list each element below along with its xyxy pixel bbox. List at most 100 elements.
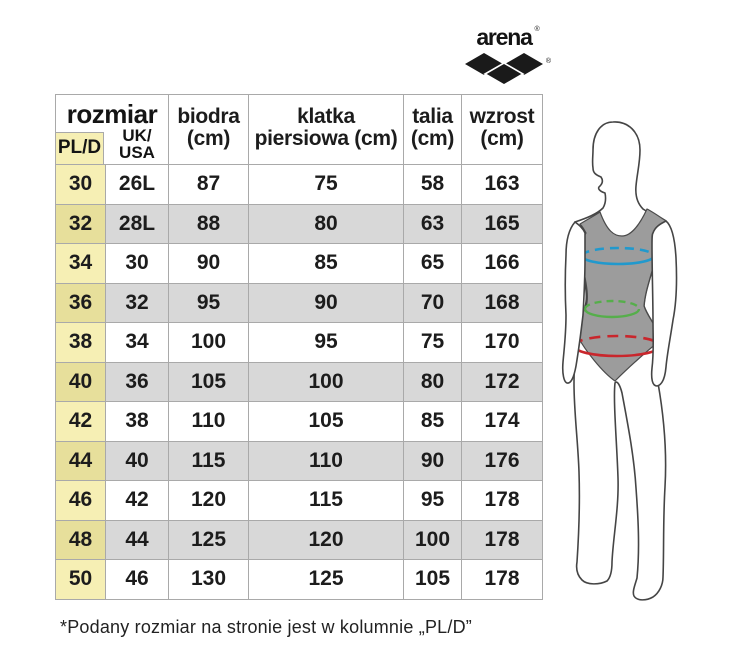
pl-d-label: PL/D [56, 131, 104, 164]
cell-pl-d: 44 [55, 440, 106, 481]
table-row: 44 40 115 110 90 176 [55, 440, 543, 481]
cell-pl-d: 46 [55, 480, 106, 521]
cell-pl-d: 32 [55, 203, 106, 244]
cell-uk-usa: 28L [105, 203, 169, 244]
cell-klatka-piersiowa-cm: 75 [248, 164, 404, 205]
cell-pl-d: 30 [55, 164, 106, 205]
cell-wzrost-cm: 176 [461, 440, 543, 481]
cell-talia-cm: 100 [403, 519, 462, 560]
size-table: rozmiar PL/D UK/ USA biodra (cm) [55, 94, 543, 600]
header-wzrost: wzrost (cm) [461, 94, 543, 165]
cell-wzrost-cm: 178 [461, 559, 543, 600]
table-row: 48 44 125 120 100 178 [55, 519, 543, 560]
arena-wordmark: arena [476, 24, 533, 50]
cell-uk-usa: 42 [105, 480, 169, 521]
cell-talia-cm: 85 [403, 401, 462, 442]
cell-wzrost-cm: 168 [461, 282, 543, 323]
cell-biodra-cm: 120 [168, 480, 249, 521]
cell-uk-usa: 32 [105, 282, 169, 323]
cell-klatka-piersiowa-cm: 95 [248, 322, 404, 363]
cell-uk-usa: 34 [105, 322, 169, 363]
cell-biodra-cm: 95 [168, 282, 249, 323]
cell-pl-d: 38 [55, 322, 106, 363]
cell-pl-d: 34 [55, 243, 106, 284]
left-arm-outline [561, 221, 586, 384]
table-row: 32 28L 88 80 63 165 [55, 203, 543, 244]
cell-klatka-piersiowa-cm: 120 [248, 519, 404, 560]
cell-klatka-piersiowa-cm: 105 [248, 401, 404, 442]
cell-talia-cm: 105 [403, 559, 462, 600]
cell-klatka-piersiowa-cm: 80 [248, 203, 404, 244]
header-talia: talia (cm) [403, 94, 462, 165]
body-measurement-figure [548, 96, 754, 641]
cell-uk-usa: 40 [105, 440, 169, 481]
table-row: 40 36 105 100 80 172 [55, 361, 543, 402]
cell-uk-usa: 44 [105, 519, 169, 560]
header-biodra: biodra (cm) [168, 94, 249, 165]
cell-biodra-cm: 125 [168, 519, 249, 560]
cell-klatka-piersiowa-cm: 90 [248, 282, 404, 323]
cell-pl-d: 40 [55, 361, 106, 402]
footnote: *Podany rozmiar na stronie jest w kolumn… [60, 617, 472, 637]
cell-biodra-cm: 115 [168, 440, 249, 481]
cell-wzrost-cm: 165 [461, 203, 543, 244]
cell-biodra-cm: 110 [168, 401, 249, 442]
table-row: 38 34 100 95 75 170 [55, 322, 543, 363]
table-row: 46 42 120 115 95 178 [55, 480, 543, 521]
cell-klatka-piersiowa-cm: 125 [248, 559, 404, 600]
cell-klatka-piersiowa-cm: 115 [248, 480, 404, 521]
cell-talia-cm: 90 [403, 440, 462, 481]
cell-wzrost-cm: 174 [461, 401, 543, 442]
cell-biodra-cm: 105 [168, 361, 249, 402]
cell-klatka-piersiowa-cm: 100 [248, 361, 404, 402]
cell-talia-cm: 65 [403, 243, 462, 284]
cell-pl-d: 42 [55, 401, 106, 442]
table-row: 50 46 130 125 105 178 [55, 559, 543, 600]
rozmiar-label: rozmiar [66, 99, 158, 129]
cell-uk-usa: 26L [105, 164, 169, 205]
cell-uk-usa: 36 [105, 361, 169, 402]
arena-logo: arena ® ® [464, 24, 551, 85]
cell-uk-usa: 46 [105, 559, 169, 600]
cell-biodra-cm: 100 [168, 322, 249, 363]
cell-pl-d: 48 [55, 519, 106, 560]
cell-pl-d: 36 [55, 282, 106, 323]
header-klatka-piersiowa: klatka piersiowa (cm) [248, 94, 404, 165]
cell-talia-cm: 58 [403, 164, 462, 205]
cell-talia-cm: 80 [403, 361, 462, 402]
cell-biodra-cm: 87 [168, 164, 249, 205]
header-row: rozmiar PL/D UK/ USA biodra (cm) [55, 94, 543, 165]
cell-biodra-cm: 88 [168, 203, 249, 244]
size-chart: rozmiar PL/D UK/ USA biodra (cm) [55, 94, 543, 600]
waist-line-solid [583, 308, 641, 319]
cell-wzrost-cm: 166 [461, 243, 543, 284]
cell-klatka-piersiowa-cm: 110 [248, 440, 404, 481]
header-rozmiar: rozmiar PL/D UK/ USA [55, 94, 169, 165]
cell-wzrost-cm: 178 [461, 519, 543, 560]
waist-line-dashed [583, 299, 641, 310]
cell-uk-usa: 30 [105, 243, 169, 284]
table-row: 42 38 110 105 85 174 [55, 401, 543, 442]
uk-usa-label: UK/ USA [119, 126, 155, 162]
size-table-body: 30 26L 87 75 58 163 32 28L 88 80 63 165 34 30 90 85 65 16… [55, 164, 543, 600]
cell-wzrost-cm: 178 [461, 480, 543, 521]
cell-wzrost-cm: 170 [461, 322, 543, 363]
table-row: 34 30 90 85 65 166 [55, 243, 543, 284]
cell-wzrost-cm: 163 [461, 164, 543, 205]
cell-biodra-cm: 130 [168, 559, 249, 600]
registered-trademark-icon: ® [545, 58, 551, 65]
cell-wzrost-cm: 172 [461, 361, 543, 402]
table-row: 30 26L 87 75 58 163 [55, 164, 543, 205]
right-arm-outline [650, 220, 678, 387]
registered-trademark-icon: ® [534, 26, 540, 33]
woman-silhouette-illustration [561, 121, 678, 601]
cell-talia-cm: 95 [403, 480, 462, 521]
cell-talia-cm: 70 [403, 282, 462, 323]
arena-diamonds-icon [465, 53, 543, 85]
table-row: 36 32 95 90 70 168 [55, 282, 543, 323]
cell-biodra-cm: 90 [168, 243, 249, 284]
cell-talia-cm: 75 [403, 322, 462, 363]
cell-uk-usa: 38 [105, 401, 169, 442]
cell-talia-cm: 63 [403, 203, 462, 244]
cell-klatka-piersiowa-cm: 85 [248, 243, 404, 284]
